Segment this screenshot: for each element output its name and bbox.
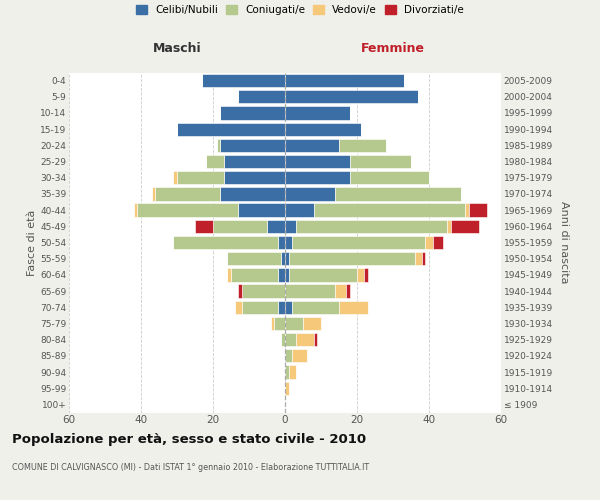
Bar <box>285 300 292 314</box>
Text: Popolazione per età, sesso e stato civile - 2010: Popolazione per età, sesso e stato civil… <box>12 432 366 446</box>
Bar <box>173 171 177 184</box>
Bar <box>335 284 346 298</box>
Bar <box>173 236 278 249</box>
Bar <box>238 90 285 104</box>
Bar <box>425 236 433 249</box>
Bar <box>271 317 274 330</box>
Bar <box>285 220 296 233</box>
Bar <box>285 236 292 249</box>
Bar <box>314 333 317 346</box>
Bar <box>285 252 289 266</box>
Text: Femmine: Femmine <box>361 42 425 55</box>
Bar <box>267 220 285 233</box>
Bar <box>278 236 285 249</box>
Bar <box>285 155 350 168</box>
Bar <box>465 204 469 217</box>
Bar <box>134 204 137 217</box>
Bar <box>296 220 447 233</box>
Bar <box>303 317 321 330</box>
Bar <box>285 349 292 362</box>
Bar <box>220 106 285 120</box>
Bar <box>224 171 285 184</box>
Bar <box>281 252 285 266</box>
Bar <box>202 74 285 87</box>
Bar <box>278 268 285 281</box>
Bar <box>281 333 285 346</box>
Bar <box>213 220 267 233</box>
Bar <box>350 155 411 168</box>
Bar <box>155 188 220 200</box>
Bar <box>292 349 307 362</box>
Bar <box>242 300 278 314</box>
Bar <box>285 106 350 120</box>
Bar <box>238 284 242 298</box>
Bar <box>415 252 422 266</box>
Bar <box>447 220 451 233</box>
Legend: Celibi/Nubili, Coniugati/e, Vedovi/e, Divorziati/e: Celibi/Nubili, Coniugati/e, Vedovi/e, Di… <box>136 5 464 15</box>
Bar <box>231 268 278 281</box>
Bar <box>289 252 415 266</box>
Bar <box>285 284 335 298</box>
Bar <box>220 138 285 152</box>
Bar <box>350 171 429 184</box>
Bar <box>422 252 425 266</box>
Bar <box>339 300 368 314</box>
Bar <box>296 333 314 346</box>
Bar <box>285 268 289 281</box>
Bar <box>364 268 368 281</box>
Bar <box>242 284 285 298</box>
Bar <box>177 171 224 184</box>
Bar <box>224 155 285 168</box>
Bar <box>195 220 213 233</box>
Bar <box>289 366 296 378</box>
Bar <box>292 300 339 314</box>
Bar <box>285 188 335 200</box>
Bar <box>220 188 285 200</box>
Bar <box>335 188 461 200</box>
Bar <box>285 74 404 87</box>
Bar <box>235 300 242 314</box>
Bar <box>227 268 231 281</box>
Bar <box>285 333 296 346</box>
Bar <box>285 171 350 184</box>
Bar <box>433 236 443 249</box>
Bar <box>285 317 303 330</box>
Text: COMUNE DI CALVIGNASCO (MI) - Dati ISTAT 1° gennaio 2010 - Elaborazione TUTTITALI: COMUNE DI CALVIGNASCO (MI) - Dati ISTAT … <box>12 462 369 471</box>
Y-axis label: Anni di nascita: Anni di nascita <box>559 201 569 283</box>
Bar <box>227 252 281 266</box>
Y-axis label: Fasce di età: Fasce di età <box>27 210 37 276</box>
Bar <box>285 204 314 217</box>
Bar <box>177 122 285 136</box>
Bar <box>285 122 361 136</box>
Bar <box>274 317 285 330</box>
Bar <box>285 90 418 104</box>
Bar <box>292 236 425 249</box>
Text: Maschi: Maschi <box>152 42 202 55</box>
Bar <box>206 155 224 168</box>
Bar <box>339 138 386 152</box>
Bar <box>285 366 289 378</box>
Bar <box>285 382 289 395</box>
Bar <box>451 220 479 233</box>
Bar <box>357 268 364 281</box>
Bar <box>217 138 220 152</box>
Bar <box>238 204 285 217</box>
Bar <box>469 204 487 217</box>
Bar <box>137 204 238 217</box>
Bar <box>152 188 155 200</box>
Bar <box>346 284 350 298</box>
Bar <box>285 138 339 152</box>
Bar <box>314 204 465 217</box>
Bar <box>278 300 285 314</box>
Bar <box>289 268 357 281</box>
